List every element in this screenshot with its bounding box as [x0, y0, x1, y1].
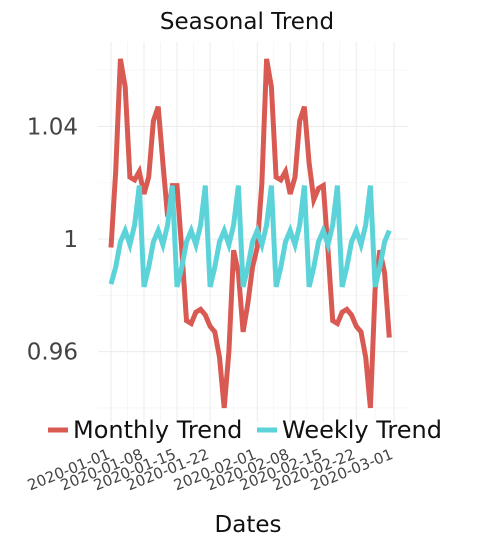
series-line-weekly	[108, 185, 392, 288]
y-axis-ticks: 0.96 1 1.04	[27, 114, 78, 365]
legend-label-monthly: Monthly Trend	[73, 416, 242, 444]
legend-label-weekly: Weekly Trend	[282, 416, 442, 444]
series-line-monthly	[108, 58, 392, 409]
chart-title: Seasonal Trend	[160, 9, 334, 35]
series-layer	[108, 58, 392, 409]
x-axis-ticks: 2020-01-012020-01-082020-01-152020-01-22…	[25, 445, 396, 494]
legend: Monthly Trend Weekly Trend	[48, 416, 442, 444]
y-tick-label: 1	[63, 227, 78, 253]
x-axis-label: Dates	[215, 512, 282, 538]
y-tick-label: 1.04	[27, 114, 78, 140]
y-tick-label: 0.96	[27, 340, 78, 366]
